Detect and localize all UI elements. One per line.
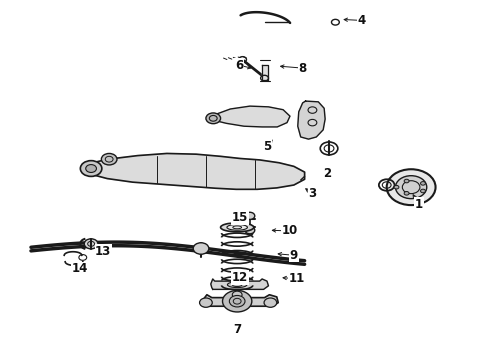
Circle shape bbox=[395, 176, 427, 199]
Circle shape bbox=[193, 243, 209, 254]
Text: 5: 5 bbox=[263, 140, 271, 153]
Text: 3: 3 bbox=[308, 187, 317, 200]
Polygon shape bbox=[211, 106, 290, 127]
Circle shape bbox=[199, 298, 212, 307]
Circle shape bbox=[245, 212, 255, 220]
Circle shape bbox=[232, 291, 242, 298]
Circle shape bbox=[84, 239, 98, 249]
Circle shape bbox=[229, 296, 245, 307]
Text: 14: 14 bbox=[72, 262, 88, 275]
Circle shape bbox=[404, 192, 409, 195]
Text: 12: 12 bbox=[232, 271, 248, 284]
Polygon shape bbox=[211, 279, 269, 289]
Ellipse shape bbox=[227, 282, 247, 288]
Ellipse shape bbox=[227, 225, 247, 230]
Circle shape bbox=[245, 226, 255, 234]
Circle shape bbox=[404, 179, 409, 183]
Polygon shape bbox=[262, 65, 269, 80]
Circle shape bbox=[420, 189, 425, 193]
Text: 7: 7 bbox=[233, 323, 241, 336]
Circle shape bbox=[86, 165, 97, 172]
Circle shape bbox=[101, 153, 117, 165]
Text: 4: 4 bbox=[357, 14, 366, 27]
Circle shape bbox=[394, 185, 399, 189]
Text: 13: 13 bbox=[95, 244, 111, 257]
Circle shape bbox=[206, 113, 220, 124]
Circle shape bbox=[222, 291, 252, 312]
Text: 1: 1 bbox=[415, 198, 423, 211]
Circle shape bbox=[80, 161, 102, 176]
Text: 10: 10 bbox=[282, 224, 298, 238]
Ellipse shape bbox=[220, 223, 254, 232]
Text: 8: 8 bbox=[298, 62, 307, 75]
Polygon shape bbox=[83, 153, 305, 189]
Circle shape bbox=[264, 298, 277, 307]
Text: 11: 11 bbox=[289, 272, 305, 285]
Text: 15: 15 bbox=[232, 211, 248, 224]
Text: 9: 9 bbox=[290, 249, 298, 262]
Polygon shape bbox=[298, 101, 325, 139]
Polygon shape bbox=[202, 295, 278, 306]
Circle shape bbox=[420, 181, 425, 185]
Text: 2: 2 bbox=[323, 167, 331, 180]
Circle shape bbox=[387, 169, 436, 205]
Text: 6: 6 bbox=[235, 59, 243, 72]
